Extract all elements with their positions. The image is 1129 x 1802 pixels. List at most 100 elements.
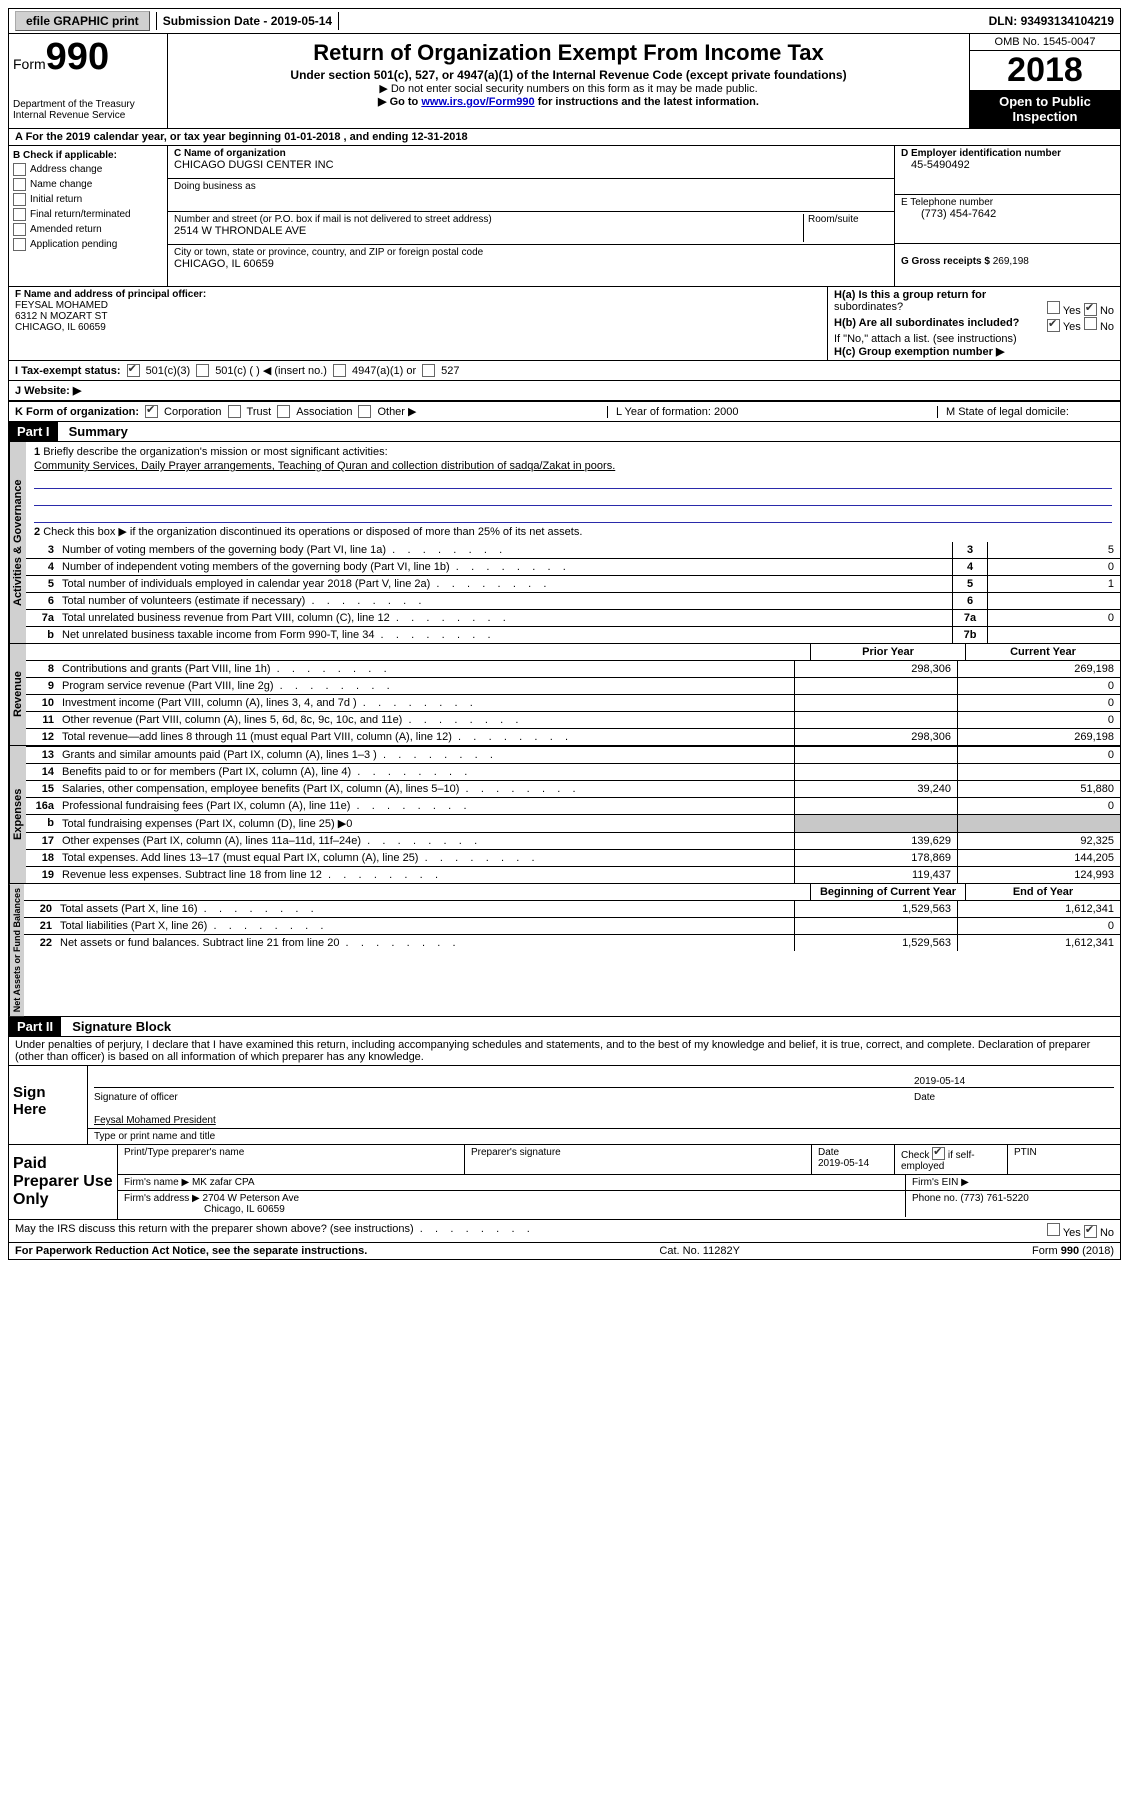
section-net-assets: Net Assets or Fund Balances Beginning of…	[9, 884, 1120, 1017]
opt-final-return: Final return/terminated	[30, 209, 131, 220]
footer-left: For Paperwork Reduction Act Notice, see …	[15, 1245, 367, 1257]
prep-date: 2019-05-14	[818, 1158, 869, 1169]
col-beginning-year: Beginning of Current Year	[810, 884, 965, 900]
rev-header: Prior Year Current Year	[26, 644, 1120, 660]
omb-number: OMB No. 1545-0047	[970, 34, 1120, 51]
chk-hb-yes[interactable]	[1047, 319, 1060, 332]
box-d: D Employer identification number 45-5490…	[895, 146, 1120, 286]
l-year-formation: L Year of formation: 2000	[607, 406, 747, 418]
hb-yes: Yes	[1063, 321, 1081, 333]
part-ii-badge: Part II	[9, 1017, 61, 1036]
opt-amended: Amended return	[30, 224, 102, 235]
chk-4947[interactable]	[333, 364, 346, 377]
chk-discuss-no[interactable]	[1084, 1225, 1097, 1238]
table-row: 21Total liabilities (Part X, line 26)0	[24, 917, 1120, 934]
lbl-corp: Corporation	[164, 406, 221, 418]
perjury-statement: Under penalties of perjury, I declare th…	[9, 1037, 1120, 1066]
footer-right: Form 990 (2018)	[1032, 1245, 1114, 1257]
part-i-header-row: Part I Summary	[9, 422, 1120, 442]
table-row: 22Net assets or fund balances. Subtract …	[24, 934, 1120, 951]
chk-address-change[interactable]	[13, 163, 26, 176]
table-row: 12Total revenue—add lines 8 through 11 (…	[26, 728, 1120, 745]
discuss-no: No	[1100, 1227, 1114, 1239]
vtab-revenue: Revenue	[9, 644, 26, 745]
tax-year: 2018	[970, 51, 1120, 90]
table-row: bNet unrelated business taxable income f…	[26, 626, 1120, 643]
ein-value: 45-5490492	[901, 159, 970, 171]
ha-no: No	[1100, 305, 1114, 317]
chk-501c[interactable]	[196, 364, 209, 377]
officer-addr2: CHICAGO, IL 60659	[15, 322, 106, 333]
part-ii-title: Signature Block	[64, 1017, 179, 1036]
chk-corp[interactable]	[145, 405, 158, 418]
sig-date: 2019-05-14	[908, 1076, 1114, 1088]
exp-lines: 13Grants and similar amounts paid (Part …	[26, 746, 1120, 883]
net-lines: 20Total assets (Part X, line 16)1,529,56…	[24, 900, 1120, 951]
i-label: I Tax-exempt status:	[15, 365, 121, 377]
table-row: 17Other expenses (Part IX, column (A), l…	[26, 832, 1120, 849]
prep-name-label: Print/Type preparer's name	[118, 1145, 465, 1174]
section-governance: Activities & Governance 1 Briefly descri…	[9, 442, 1120, 644]
table-row: 4Number of independent voting members of…	[26, 558, 1120, 575]
section-expenses: Expenses 13Grants and similar amounts pa…	[9, 746, 1120, 884]
chk-trust[interactable]	[228, 405, 241, 418]
box-b: B Check if applicable: Address change Na…	[9, 146, 168, 286]
table-row: 11Other revenue (Part VIII, column (A), …	[26, 711, 1120, 728]
entity-block: B Check if applicable: Address change Na…	[9, 146, 1120, 286]
hb-note: If "No," attach a list. (see instruction…	[834, 333, 1114, 345]
chk-hb-no[interactable]	[1084, 317, 1097, 330]
room-label: Room/suite	[808, 214, 888, 225]
chk-initial-return[interactable]	[13, 193, 26, 206]
chk-ha-no[interactable]	[1084, 303, 1097, 316]
chk-final-return[interactable]	[13, 208, 26, 221]
row-a-tax-year: A For the 2019 calendar year, or tax yea…	[9, 129, 1120, 146]
box-f: F Name and address of principal officer:…	[9, 287, 828, 360]
ha-label: H(a) Is this a group return for	[834, 289, 986, 301]
submission-date-label: Submission Date -	[163, 14, 271, 28]
ruled-line	[34, 508, 1112, 523]
efile-print-button[interactable]: efile GRAPHIC print	[15, 11, 150, 31]
firm-phone-label: Phone no.	[912, 1193, 960, 1204]
open-inspection: Open to Public Inspection	[970, 90, 1120, 128]
chk-app-pending[interactable]	[13, 238, 26, 251]
table-row: 13Grants and similar amounts paid (Part …	[26, 746, 1120, 763]
irs-label: Internal Revenue Service	[13, 110, 163, 121]
street-address: 2514 W THRONDALE AVE	[174, 225, 306, 237]
signature-block: Sign Here 2019-05-14 Signature of office…	[9, 1066, 1120, 1144]
chk-amended[interactable]	[13, 223, 26, 236]
chk-other[interactable]	[358, 405, 371, 418]
form-num: 990	[46, 36, 109, 78]
officer-printed-name: Feysal Mohamed President	[94, 1115, 216, 1126]
firm-addr1: 2704 W Peterson Ave	[203, 1193, 300, 1204]
table-row: 7aTotal unrelated business revenue from …	[26, 609, 1120, 626]
part-ii-header-row: Part II Signature Block	[9, 1017, 1120, 1037]
col-current-year: Current Year	[965, 644, 1120, 660]
firm-name-label: Firm's name ▶	[124, 1177, 192, 1188]
chk-discuss-yes[interactable]	[1047, 1223, 1060, 1236]
chk-501c3[interactable]	[127, 364, 140, 377]
firm-phone: (773) 761-5220	[960, 1193, 1028, 1204]
street-label: Number and street (or P.O. box if mail i…	[174, 214, 803, 225]
chk-assoc[interactable]	[277, 405, 290, 418]
m-domicile: M State of legal domicile:	[937, 406, 1114, 418]
col-prior-year: Prior Year	[810, 644, 965, 660]
chk-self-employed[interactable]	[932, 1147, 945, 1160]
ruled-line	[34, 491, 1112, 506]
paid-preparer-block: Paid Preparer Use Only Print/Type prepar…	[9, 1144, 1120, 1219]
chk-ha-yes[interactable]	[1047, 301, 1060, 314]
chk-name-change[interactable]	[13, 178, 26, 191]
vtab-net-assets: Net Assets or Fund Balances	[9, 884, 24, 1016]
table-row: 6Total number of volunteers (estimate if…	[26, 592, 1120, 609]
firm-addr2: Chicago, IL 60659	[124, 1204, 285, 1215]
irs-gov-link[interactable]: www.irs.gov/Form990	[421, 96, 534, 108]
gross-receipts: 269,198	[993, 256, 1029, 267]
ruled-line	[34, 474, 1112, 489]
lbl-trust: Trust	[247, 406, 272, 418]
box-b-label: B Check if applicable:	[13, 150, 163, 161]
hb-no: No	[1100, 321, 1114, 333]
line-1-label: Briefly describe the organization's miss…	[43, 446, 387, 458]
inspection-1: Open to Public	[999, 94, 1091, 109]
chk-527[interactable]	[422, 364, 435, 377]
gov-lines: 3Number of voting members of the governi…	[26, 542, 1120, 643]
type-name-label: Type or print name and title	[88, 1129, 1120, 1144]
